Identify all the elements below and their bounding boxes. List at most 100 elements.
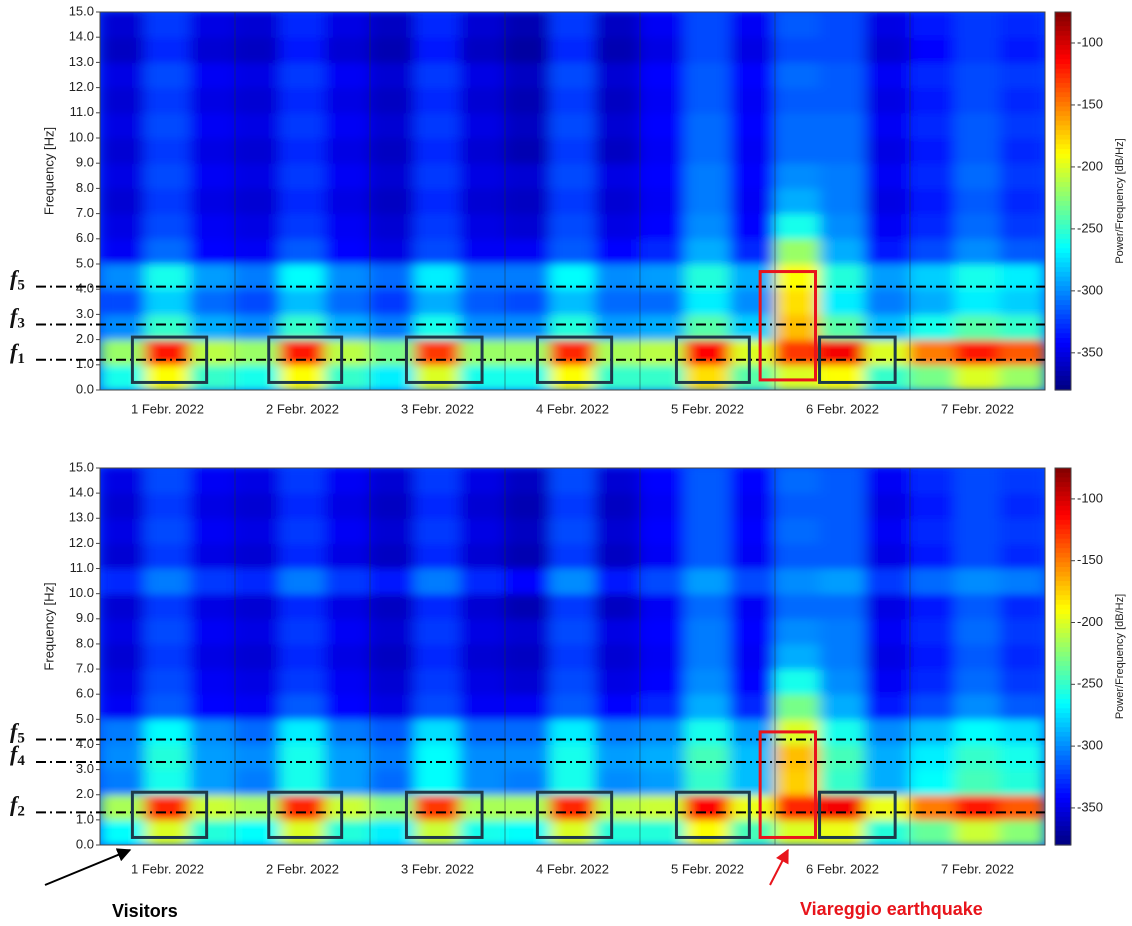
heat-cell (594, 819, 641, 845)
heat-cell (414, 693, 461, 720)
heat-cell (504, 187, 551, 215)
heat-cell (729, 743, 776, 771)
heat-cell (100, 593, 146, 620)
heat-cell (594, 593, 641, 620)
heat-cell (954, 288, 1001, 315)
heat-cell (324, 263, 371, 290)
heat-cell (279, 718, 326, 745)
heat-cell (100, 162, 146, 189)
heat-cell (729, 12, 776, 38)
harmonic-symbol: f (10, 266, 20, 291)
heat-cell (999, 288, 1045, 315)
heat-cell (909, 517, 956, 544)
heat-cell (684, 36, 731, 63)
highlight-box (535, 790, 614, 839)
heat-cell (909, 819, 956, 845)
heat-cell (234, 568, 281, 595)
heat-cell (594, 112, 641, 139)
heat-cell (100, 238, 146, 265)
heat-cell (639, 542, 686, 570)
colorbar-step (1055, 68, 1071, 75)
heat-cell (414, 87, 461, 114)
heat-cell (999, 718, 1045, 745)
heat-cell (684, 517, 731, 544)
heat-cell (864, 718, 911, 745)
colorbar-step (1055, 101, 1071, 108)
heat-cell (279, 668, 326, 695)
heat-cell (864, 263, 911, 290)
heat-cell (774, 794, 821, 821)
heat-cell (954, 593, 1001, 620)
heat-cell (954, 794, 1001, 821)
heat-cell (279, 819, 326, 845)
heat-cell (504, 238, 551, 265)
heat-cell (549, 12, 596, 38)
heat-cell (369, 238, 416, 265)
heat-cell (864, 112, 911, 139)
colorbar-step (1055, 595, 1071, 601)
heat-cell (954, 468, 1001, 494)
heat-cell (819, 794, 866, 821)
colorbar-step (1055, 793, 1071, 799)
heat-cell (100, 187, 146, 215)
heat-cell (549, 87, 596, 114)
highlight-box (404, 790, 484, 839)
colorbar-step (1055, 708, 1071, 714)
heat-cell (819, 693, 866, 720)
colorbar-step (1055, 380, 1071, 386)
heat-cell (504, 618, 551, 645)
heat-cell (819, 213, 866, 240)
heat-cell (504, 36, 551, 63)
colorbar-step (1055, 529, 1071, 535)
y-tick-label: 9.0 (76, 610, 94, 625)
heat-cell (324, 187, 371, 215)
colorbar-step (1055, 16, 1071, 23)
harmonic-label: f1 (10, 339, 25, 367)
heat-cell (999, 313, 1045, 341)
heat-cell (549, 542, 596, 570)
colorbar-step (1055, 543, 1071, 549)
colorbar-step (1055, 92, 1071, 98)
heat-cell (774, 743, 821, 771)
heat-cell (144, 819, 191, 845)
heat-cell (100, 794, 146, 821)
harmonic-symbol: f (10, 304, 20, 329)
heat-cell (999, 794, 1045, 821)
heat-cell (639, 238, 686, 265)
heat-cell (279, 263, 326, 290)
harmonic-label: f5 (10, 718, 25, 746)
heat-cell (189, 593, 236, 620)
heat-cell (189, 819, 236, 845)
heat-cell (819, 364, 866, 390)
colorbar-step (1055, 746, 1071, 752)
colorbar-label: Power/Frequency [dB/Hz] (1114, 594, 1126, 719)
heat-cell (459, 517, 506, 544)
heat-cell (459, 593, 506, 620)
heat-cell (144, 36, 191, 63)
heat-cell (414, 12, 461, 38)
heat-cell (504, 288, 551, 315)
heat-cell (549, 339, 596, 366)
harmonic-symbol: f (10, 791, 20, 816)
heat-cell (954, 12, 1001, 38)
heat-cell (279, 112, 326, 139)
heat-cell (414, 568, 461, 595)
heat-cell (459, 61, 506, 89)
harmonic-symbol: f (10, 339, 20, 364)
heat-cell (144, 668, 191, 695)
heat-cell (234, 643, 281, 670)
colorbar-step (1055, 234, 1071, 240)
heat-cell (639, 743, 686, 771)
heat-cell (549, 187, 596, 215)
heat-cell (729, 36, 776, 63)
colorbar-step (1055, 647, 1071, 653)
colorbar-step (1055, 519, 1071, 526)
heat-cell (504, 819, 551, 845)
x-tick-label: 4 Febr. 2022 (536, 401, 609, 416)
heat-cell (189, 542, 236, 570)
highlight-box (674, 790, 751, 839)
heat-cell (504, 12, 551, 38)
y-tick-label: 11.0 (70, 560, 94, 575)
heat-cell (954, 137, 1001, 164)
heat-cell (819, 819, 866, 845)
